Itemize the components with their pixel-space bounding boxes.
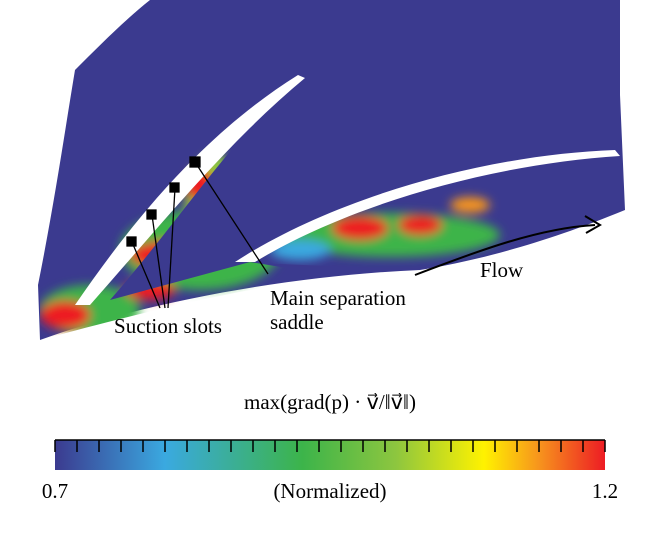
annotation: Main separation [270, 286, 406, 310]
annotation: saddle [270, 310, 324, 334]
slot-markers [126, 156, 269, 309]
blade [235, 150, 620, 262]
annotation: Flow [480, 258, 524, 282]
flow-field [38, 0, 625, 340]
field-patches [270, 197, 500, 260]
colorbar [55, 440, 605, 470]
colorbar-note: (Normalized) [273, 479, 386, 503]
blade [75, 75, 305, 305]
colorbar-max-label: 1.2 [592, 479, 618, 503]
domain [38, 0, 625, 340]
flow-arrow [414, 224, 596, 276]
annotation: Suction slots [114, 314, 222, 338]
colorbar-title: max(grad(p) · v⃗/‖v⃗‖) [244, 390, 416, 414]
colorbar-min-label: 0.7 [42, 479, 68, 503]
flow-arrowhead [584, 215, 602, 234]
